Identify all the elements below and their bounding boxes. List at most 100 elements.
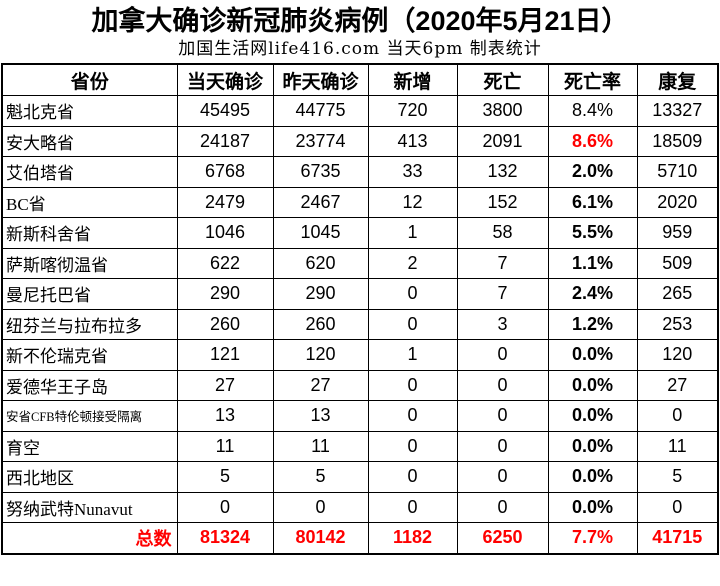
table-row: 萨斯喀彻温省 622 620 2 7 1.1% 509 <box>1 247 719 279</box>
today-confirmed-cell: 13 <box>176 400 274 432</box>
table-row: 新斯科舍省 1046 1045 1 58 5.5% 959 <box>1 217 719 249</box>
table-row: 纽芬兰与拉布拉多 260 260 0 3 1.2% 253 <box>1 308 719 340</box>
totals-label: 总数 <box>1 522 178 554</box>
table-row: 西北地区 5 5 0 0 0.0% 5 <box>1 461 719 493</box>
deaths-cell: 0 <box>456 400 549 432</box>
deaths-cell: 0 <box>456 339 549 371</box>
today-confirmed-cell: 2479 <box>176 186 274 218</box>
province-cell: 西北地区 <box>1 461 178 493</box>
deaths-cell: 3 <box>456 308 549 340</box>
new-cases-cell: 720 <box>367 95 458 127</box>
totals-deaths: 6250 <box>456 522 549 554</box>
table-row: 新不伦瑞克省 121 120 1 0 0.0% 120 <box>1 339 719 371</box>
today-confirmed-cell: 45495 <box>176 95 274 127</box>
death-rate-cell: 5.5% <box>547 217 638 249</box>
yesterday-confirmed-cell: 290 <box>272 278 369 310</box>
new-cases-cell: 12 <box>367 186 458 218</box>
death-rate-cell: 0.0% <box>547 339 638 371</box>
death-rate-cell: 0.0% <box>547 400 638 432</box>
death-rate-cell: 0.0% <box>547 491 638 523</box>
new-cases-cell: 0 <box>367 308 458 340</box>
yesterday-confirmed-cell: 44775 <box>272 95 369 127</box>
totals-row: 总数 81324 80142 1182 6250 7.7% 41715 <box>1 522 719 554</box>
table-body: 魁北克省 45495 44775 720 3800 8.4% 13327 安大略… <box>1 95 719 523</box>
death-rate-cell: 6.1% <box>547 186 638 218</box>
province-cell: 艾伯塔省 <box>1 156 178 188</box>
totals-yesterday-confirmed: 80142 <box>272 522 369 554</box>
table-row: 艾伯塔省 6768 6735 33 132 2.0% 5710 <box>1 156 719 188</box>
province-cell: 安大略省 <box>1 125 178 157</box>
totals-new-cases: 1182 <box>367 522 458 554</box>
recovered-cell: 0 <box>636 400 719 432</box>
province-cell: 努纳武特Nunavut <box>1 491 178 523</box>
yesterday-confirmed-cell: 2467 <box>272 186 369 218</box>
table-row: BC省 2479 2467 12 152 6.1% 2020 <box>1 186 719 218</box>
deaths-cell: 152 <box>456 186 549 218</box>
death-rate-cell: 1.2% <box>547 308 638 340</box>
today-confirmed-cell: 1046 <box>176 217 274 249</box>
today-confirmed-cell: 5 <box>176 461 274 493</box>
death-rate-cell: 8.4% <box>547 95 638 127</box>
deaths-cell: 0 <box>456 369 549 401</box>
province-cell: 新不伦瑞克省 <box>1 339 178 371</box>
recovered-cell: 27 <box>636 369 719 401</box>
header-cell-today-confirmed: 当天确诊 <box>176 63 274 96</box>
recovered-cell: 2020 <box>636 186 719 218</box>
header-cell-yesterday-confirmed: 昨天确诊 <box>272 63 369 96</box>
new-cases-cell: 0 <box>367 461 458 493</box>
yesterday-confirmed-cell: 120 <box>272 339 369 371</box>
recovered-cell: 959 <box>636 217 719 249</box>
new-cases-cell: 0 <box>367 491 458 523</box>
yesterday-confirmed-cell: 260 <box>272 308 369 340</box>
province-cell: 育空 <box>1 430 178 462</box>
yesterday-confirmed-cell: 23774 <box>272 125 369 157</box>
province-cell: 安省CFB特伦顿接受隔离 <box>1 400 178 432</box>
today-confirmed-cell: 290 <box>176 278 274 310</box>
header-cell-death-rate: 死亡率 <box>547 63 638 96</box>
table-row: 努纳武特Nunavut 0 0 0 0 0.0% 0 <box>1 491 719 523</box>
today-confirmed-cell: 121 <box>176 339 274 371</box>
today-confirmed-cell: 6768 <box>176 156 274 188</box>
recovered-cell: 11 <box>636 430 719 462</box>
province-cell: 曼尼托巴省 <box>1 278 178 310</box>
today-confirmed-cell: 11 <box>176 430 274 462</box>
recovered-cell: 18509 <box>636 125 719 157</box>
yesterday-confirmed-cell: 11 <box>272 430 369 462</box>
death-rate-cell: 2.4% <box>547 278 638 310</box>
recovered-cell: 5 <box>636 461 719 493</box>
totals-today-confirmed: 81324 <box>176 522 274 554</box>
province-cell: 魁北克省 <box>1 95 178 127</box>
deaths-cell: 0 <box>456 430 549 462</box>
new-cases-cell: 1 <box>367 339 458 371</box>
covid-stats-table: 省份 当天确诊 昨天确诊 新增 死亡 死亡率 康复 魁北克省 45495 447… <box>1 63 719 555</box>
province-cell: 萨斯喀彻温省 <box>1 247 178 279</box>
deaths-cell: 132 <box>456 156 549 188</box>
new-cases-cell: 0 <box>367 430 458 462</box>
today-confirmed-cell: 0 <box>176 491 274 523</box>
today-confirmed-cell: 27 <box>176 369 274 401</box>
header-cell-recovered: 康复 <box>636 63 719 96</box>
deaths-cell: 7 <box>456 278 549 310</box>
yesterday-confirmed-cell: 13 <box>272 400 369 432</box>
province-cell: 纽芬兰与拉布拉多 <box>1 308 178 340</box>
province-cell: BC省 <box>1 186 178 218</box>
table-row: 安大略省 24187 23774 413 2091 8.6% 18509 <box>1 125 719 157</box>
deaths-cell: 0 <box>456 491 549 523</box>
death-rate-cell: 8.6% <box>547 125 638 157</box>
table-row: 曼尼托巴省 290 290 0 7 2.4% 265 <box>1 278 719 310</box>
table-row: 育空 11 11 0 0 0.0% 11 <box>1 430 719 462</box>
totals-death-rate: 7.7% <box>547 522 638 554</box>
yesterday-confirmed-cell: 0 <box>272 491 369 523</box>
table-row: 魁北克省 45495 44775 720 3800 8.4% 13327 <box>1 95 719 127</box>
yesterday-confirmed-cell: 620 <box>272 247 369 279</box>
header-cell-province: 省份 <box>1 63 178 96</box>
deaths-cell: 3800 <box>456 95 549 127</box>
totals-recovered: 41715 <box>636 522 719 554</box>
deaths-cell: 58 <box>456 217 549 249</box>
new-cases-cell: 0 <box>367 400 458 432</box>
province-cell: 新斯科舍省 <box>1 217 178 249</box>
header-cell-deaths: 死亡 <box>456 63 549 96</box>
recovered-cell: 0 <box>636 491 719 523</box>
table-row: 安省CFB特伦顿接受隔离 13 13 0 0 0.0% 0 <box>1 400 719 432</box>
recovered-cell: 13327 <box>636 95 719 127</box>
